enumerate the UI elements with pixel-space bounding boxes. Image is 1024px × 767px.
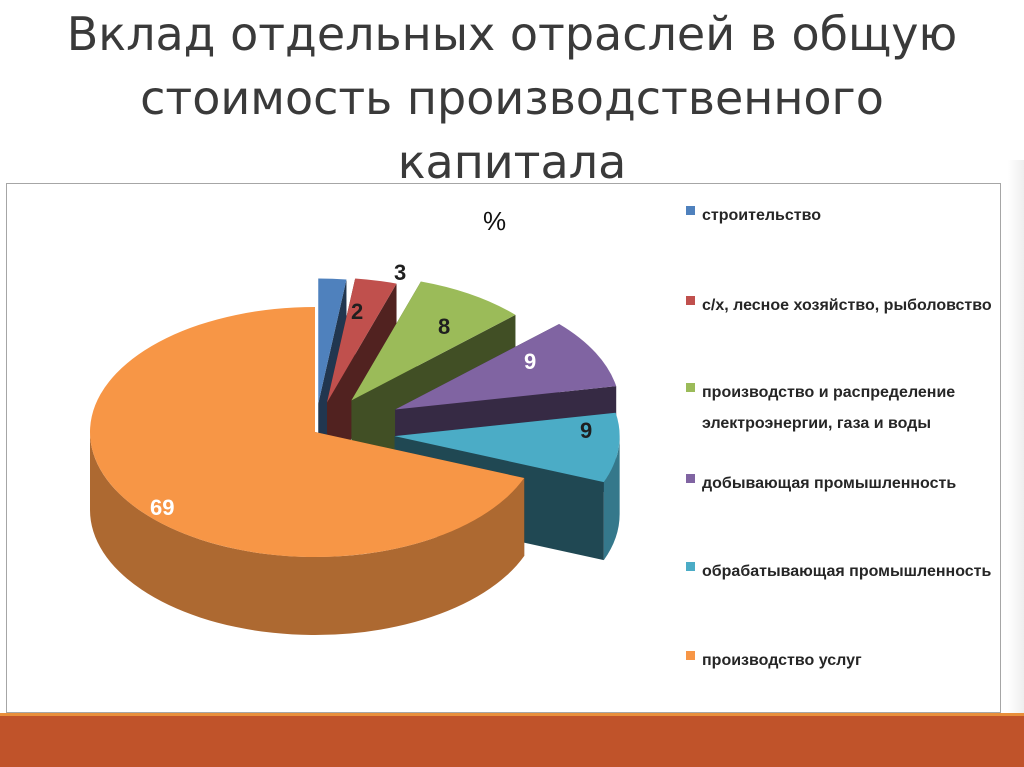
data-label-construction: 2 [351, 299, 363, 324]
footer-accent-line [0, 713, 1024, 716]
chart-unit-label: % [483, 206, 507, 236]
pie-slice-services [89, 307, 525, 636]
data-label-manufacturing: 9 [580, 418, 592, 443]
legend-swatch-agriculture [686, 296, 695, 305]
legend-swatch-construction [686, 206, 695, 215]
slide-title: Вклад отдельных отраслей в общую стоимос… [0, 2, 1024, 194]
data-label-services: 69 [150, 495, 174, 520]
legend-label-services: производство услуг [702, 652, 862, 669]
slide-title-line-1: Вклад отдельных отраслей в общую [66, 7, 958, 61]
slide-title-line-2: стоимость производственного [140, 71, 884, 125]
data-label-agriculture: 3 [394, 260, 406, 285]
legend-label-construction: строительство [702, 207, 821, 224]
data-label-energy: 8 [438, 314, 450, 339]
pie-slice-agriculture [326, 278, 397, 481]
legend-label-mining: добывающая промышленность [702, 475, 957, 492]
slide-title-line-3: капитала [397, 135, 627, 189]
legend-swatch-energy [686, 383, 695, 392]
legend-label-manufacturing: обрабатывающая промышленность [702, 563, 992, 580]
slide-edge-shadow [1008, 160, 1024, 720]
legend-swatch-services [686, 651, 695, 660]
legend-swatch-mining [686, 474, 695, 483]
footer-bar [0, 716, 1024, 767]
legend-label-energy: производство и распределение электроэнер… [702, 384, 956, 432]
legend-label-agriculture: с/х, лесное хозяйство, рыболовство [702, 297, 992, 314]
data-label-mining: 9 [524, 349, 536, 374]
legend-swatch-manufacturing [686, 562, 695, 571]
